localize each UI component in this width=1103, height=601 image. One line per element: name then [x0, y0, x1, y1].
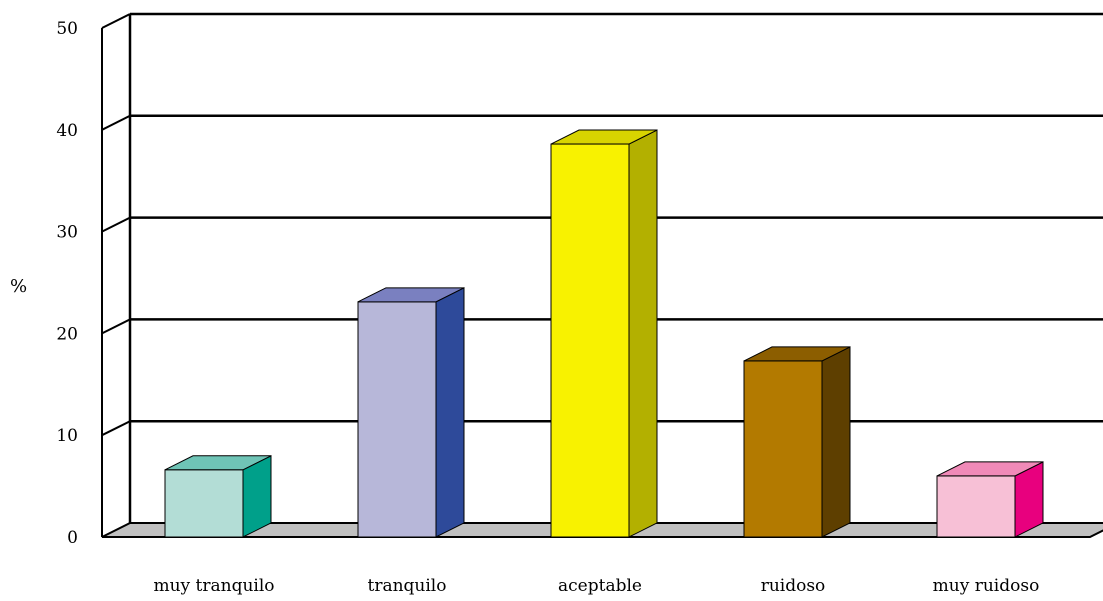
y-tick-label: 50: [56, 19, 78, 39]
bar-1: [164, 455, 272, 538]
bar-side: [435, 287, 465, 538]
bar-5: [936, 461, 1044, 538]
bar-front: [357, 301, 437, 538]
x-category-label: muy tranquilo: [153, 576, 274, 596]
x-category-label: tranquilo: [368, 576, 447, 596]
bar-top: [936, 461, 1044, 477]
bar-front: [936, 475, 1016, 538]
bar-2: [357, 287, 465, 538]
bar-side: [628, 129, 658, 538]
x-category-label: ruidoso: [761, 576, 826, 596]
x-category-label: muy ruidoso: [933, 576, 1040, 596]
y-tick-label: 30: [56, 223, 78, 243]
bar-4: [743, 346, 851, 538]
y-tick-label: 20: [56, 324, 78, 344]
y-tick-label: 40: [56, 121, 78, 141]
gridline-side: [101, 318, 131, 335]
bar-front: [550, 143, 630, 538]
gridline-side: [101, 114, 131, 131]
y-tick-label: 10: [56, 426, 78, 446]
bar-front: [743, 360, 823, 538]
y-tick-label: 0: [67, 528, 78, 548]
bar-top: [357, 287, 465, 303]
bar-top: [743, 346, 851, 362]
bar-3: [550, 129, 658, 538]
gridline-side: [101, 216, 131, 233]
bar-front: [164, 469, 244, 538]
bar-side: [821, 346, 851, 538]
bar-top: [550, 129, 658, 145]
gridline-side: [101, 13, 131, 29]
bar-top: [164, 455, 272, 471]
gridline-side: [101, 420, 131, 437]
y-axis-label: %: [10, 276, 27, 297]
x-category-label: aceptable: [558, 576, 642, 596]
